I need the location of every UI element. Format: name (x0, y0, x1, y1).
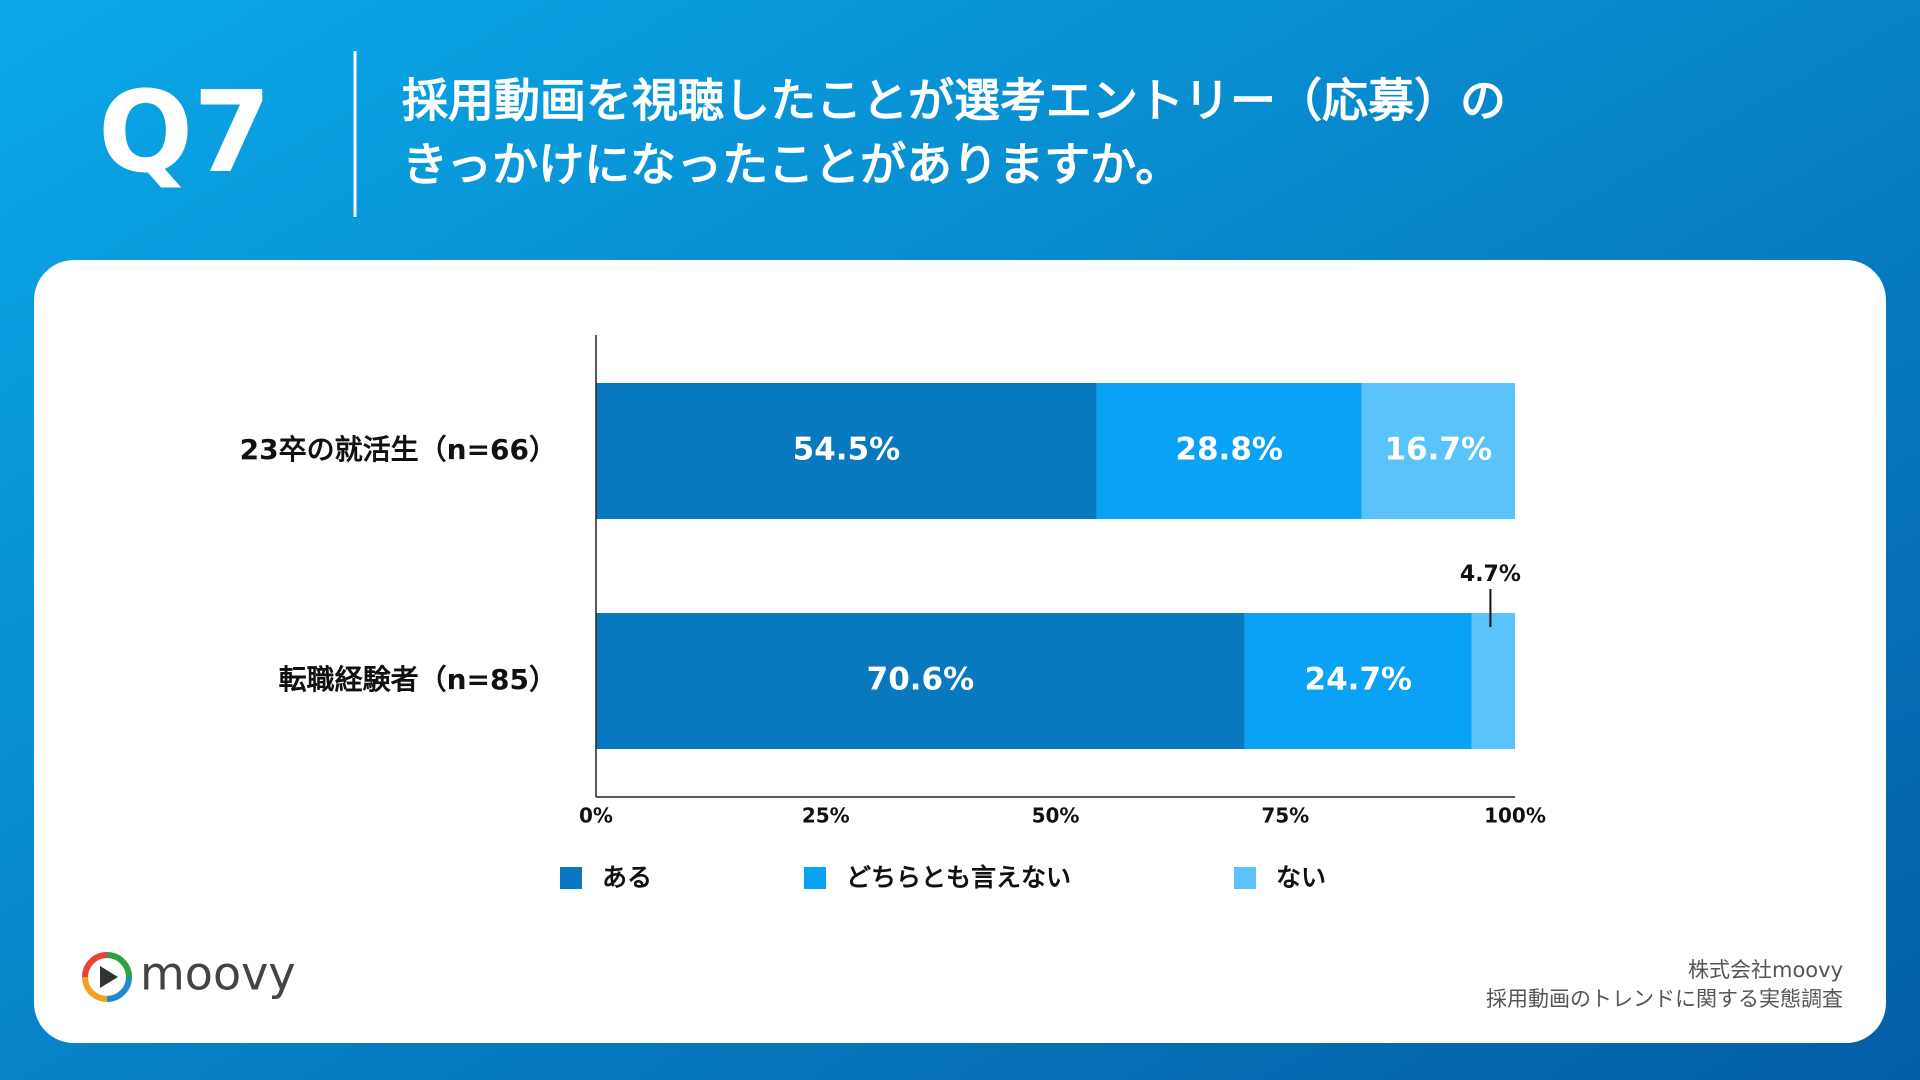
legend-label: ない (1276, 863, 1326, 892)
bar-segment (596, 613, 1245, 749)
chart: 0% 25% 50% 75% 100% 23卒の就活生（n=66） 54.5% 28.8% 16… (240, 335, 1546, 892)
value-label: 4.7% (1460, 562, 1521, 587)
legend-swatch (560, 867, 582, 889)
category-label: 23卒の就活生（n=66） (240, 433, 557, 466)
source: 採用動画のトレンドに関する実態調査 (1486, 987, 1843, 1011)
value-label: 28.8% (1175, 432, 1283, 468)
title-line: 採用動画を視聴したことが選考エントリー（応募）の (402, 74, 1506, 128)
logo: moovy (82, 947, 296, 1002)
logo-ring (106, 952, 132, 978)
bar-segment (1471, 613, 1515, 749)
logo-text: moovy (140, 947, 296, 1001)
value-label: 54.5% (793, 432, 901, 468)
bar-segment (596, 383, 1097, 519)
legend-swatch (804, 867, 826, 889)
legend-label: ある (602, 863, 652, 892)
source: 株式会社moovy (1688, 958, 1843, 982)
bar-segment (1244, 613, 1472, 749)
legend-label: どちらとも言えない (846, 863, 1071, 892)
x-tick-label: 25% (802, 804, 850, 828)
bar-segment (1096, 383, 1362, 519)
logo-ring (106, 976, 132, 1002)
question-number: Q7 (98, 68, 271, 198)
x-tick-label: 100% (1484, 804, 1546, 828)
legend-swatch (1234, 867, 1256, 889)
logo-ring (82, 952, 108, 978)
value-label: 70.6% (867, 662, 975, 698)
logo-play (100, 966, 118, 988)
title-line: きっかけになったことがありますか。 (402, 138, 1181, 192)
category-label: 転職経験者（n=85） (279, 663, 557, 696)
x-tick-label: 0% (579, 804, 613, 828)
value-label: 24.7% (1305, 662, 1413, 698)
x-tick-label: 75% (1261, 804, 1309, 828)
bar-segment (1361, 383, 1515, 519)
value-label: 16.7% (1384, 432, 1492, 468)
x-tick-label: 50% (1032, 804, 1080, 828)
